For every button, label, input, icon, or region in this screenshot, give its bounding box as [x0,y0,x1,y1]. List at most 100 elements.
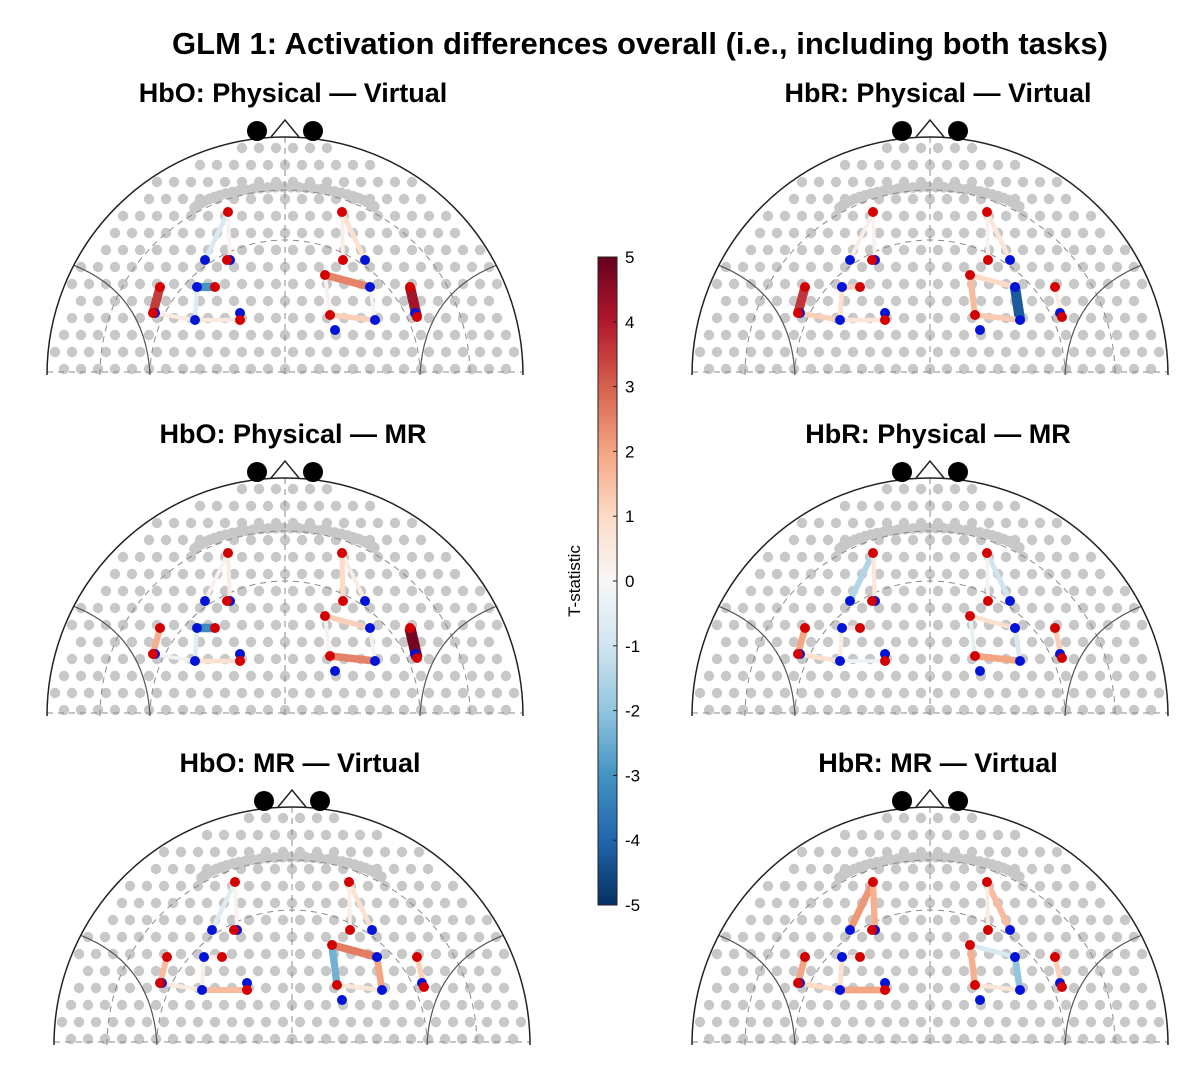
head-outline [691,806,1169,1046]
colorbar: 5 4 3 2 1 0 -1 -2 -3 -4 -5 T-statistic [565,248,640,915]
source-optode [880,315,890,325]
detector-optode [200,596,210,606]
channel-LA2 [225,552,233,602]
fiducial-right [948,462,968,482]
detector-optode [330,325,340,335]
channel-RB1 [324,271,371,291]
optodes [155,877,429,1005]
detector-optode [1005,255,1015,265]
fiducial-left [892,462,912,482]
colorbar-tick-label: 5 [625,248,634,267]
source-optode [338,255,348,265]
source-optode [867,255,877,265]
detector-optode [975,995,985,1005]
detector-optode [1005,925,1015,935]
channel-RB5 [974,982,1021,993]
source-optode [800,952,810,962]
channels [157,880,427,994]
channel-RB2 [368,627,377,662]
channel-RB4 [323,615,332,657]
detector-optode [370,656,380,666]
colorbar-tick-label: -2 [625,702,640,721]
detector-optode [1010,952,1020,962]
channel-RA1 [984,880,1013,932]
source-optode [793,308,803,318]
source-optode [793,978,803,988]
detector-optode [370,315,380,325]
fiducial-right [303,462,323,482]
channel-LA1 [846,880,877,932]
detector-optode [200,255,210,265]
detector-optode [845,596,855,606]
head-outline [46,477,524,717]
scalp-grid-dots [694,142,1165,375]
detector-optode [192,623,202,633]
detector-optode [207,925,217,935]
detector-optode [975,325,985,335]
fiducial-left [892,121,912,141]
source-optode [320,611,330,621]
detector-optode [190,315,200,325]
source-optode [148,649,158,659]
source-optode [412,653,422,663]
source-optode [325,310,335,320]
detector-optode [377,985,387,995]
source-optode [855,623,865,633]
fiducial-left [247,462,267,482]
channel-RB2 [1012,627,1023,662]
detector-optode [837,282,847,292]
colorbar-tick-label: 2 [625,442,634,461]
detector-optode [1010,282,1020,292]
fiducial-left [247,121,267,141]
nose-marker [277,788,307,808]
optodes [148,207,422,335]
source-optode [970,980,980,990]
channel-LB3 [837,286,845,321]
source-optode [868,548,878,558]
source-optode [235,656,245,666]
source-optode [868,207,878,217]
channel-LA1 [209,881,238,931]
panel-title: HbO: Physical — MR [159,419,426,449]
source-optode [1057,653,1067,663]
panel-title: HbR: MR — Virtual [818,748,1058,778]
nose-marker [270,118,300,138]
detector-optode [1015,985,1025,995]
channel-RB5 [974,312,1021,323]
channel-LA1 [847,551,876,603]
channel-RB4 [966,274,979,316]
detector-optode [1010,623,1020,633]
channel-RB1 [324,613,371,631]
detector-optode [235,649,245,659]
detector-optode [192,282,202,292]
head-guides [692,807,1168,1045]
channel-RB2 [1011,956,1024,991]
channel-LB3 [192,286,200,321]
fiducial-left [254,791,274,811]
channel-RB4 [967,615,978,657]
optodes [793,877,1067,1005]
channel-RB4 [328,944,341,986]
panel-title: HbR: Physical — Virtual [784,78,1091,108]
source-optode [222,596,232,606]
fiducial-right [310,791,330,811]
source-optode [965,611,975,621]
source-optode [868,877,878,887]
source-optode [982,548,992,558]
panel-title: HbR: Physical — MR [805,419,1071,449]
detector-optode [365,623,375,633]
source-optode [983,925,993,935]
channel-LA2 [869,881,879,931]
colorbar-label: T-statistic [565,545,584,617]
channel-LA2 [226,211,232,261]
topoplot-panel: HbO: Physical — Virtual [46,78,524,376]
channel-LB4 [152,652,196,663]
channel-RB5 [336,982,383,993]
detector-optode [330,666,340,676]
nose-marker [915,459,945,479]
topoplot-panel: HbO: Physical — MR [46,419,524,717]
source-optode [982,877,992,887]
colorbar-tick-label: 4 [625,313,634,332]
detector-optode [975,666,985,676]
